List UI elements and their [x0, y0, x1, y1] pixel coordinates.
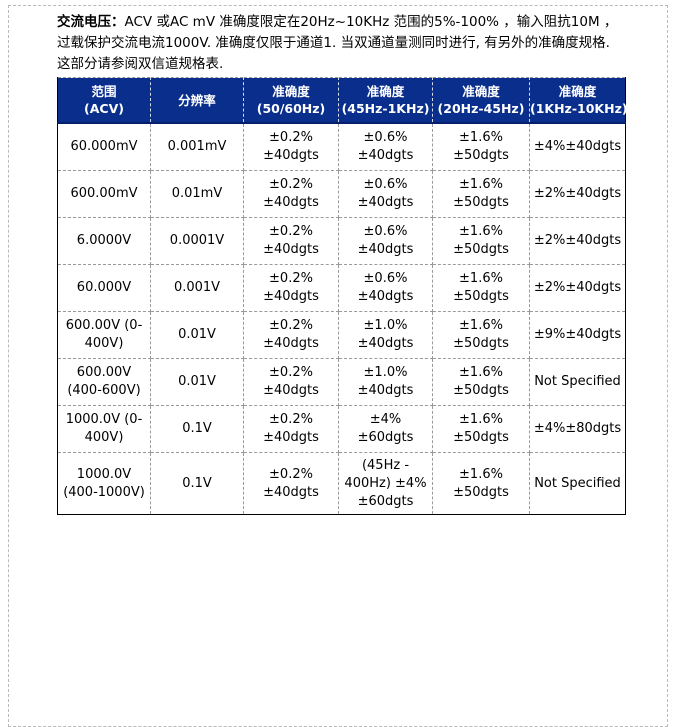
table-cell-accuracy: ±0.2% ±40dgts: [243, 452, 339, 515]
table-cell-resolution: 0.001V: [150, 264, 244, 312]
acv-spec-table: 范围 (ACV) 分辨率 准确度 (50/60Hz) 准确度 (45Hz-1KH…: [57, 77, 628, 515]
table-cell-accuracy: ±1.0% ±40dgts: [338, 358, 433, 406]
header-cell-resolution: 分辨率: [150, 77, 244, 124]
table-cell-accuracy: ±0.6% ±40dgts: [338, 264, 433, 312]
table-cell-range: 1000.0V (0-400V): [57, 405, 151, 453]
header-cell-accuracy-50-60hz: 准确度 (50/60Hz): [243, 77, 339, 124]
table-row: 1000.0V (400-1000V) 0.1V ±0.2% ±40dgts (…: [57, 452, 626, 515]
table-cell-accuracy: ±0.2% ±40dgts: [243, 358, 339, 406]
header-row: 范围 (ACV) 分辨率 准确度 (50/60Hz) 准确度 (45Hz-1KH…: [57, 77, 628, 124]
table-row: 600.00V (0-400V) 0.01V ±0.2% ±40dgts ±1.…: [57, 311, 626, 359]
intro-text: ACV 或AC mV 准确度限定在20Hz~10KHz 范围的5%-100% ，…: [57, 14, 618, 72]
table-cell-resolution: 0.0001V: [150, 217, 244, 265]
table-cell-accuracy: ±0.2% ±40dgts: [243, 264, 339, 312]
table-cell-accuracy: ±0.2% ±40dgts: [243, 405, 339, 453]
table-row: 6.0000V 0.0001V ±0.2% ±40dgts ±0.6% ±40d…: [57, 217, 626, 265]
table-cell-accuracy: ±1.6% ±50dgts: [432, 405, 530, 453]
table-cell-accuracy: ±0.6% ±40dgts: [338, 170, 433, 218]
header-cell-accuracy-1khz-10khz: 准确度 (1KHz-10KHz): [529, 77, 628, 124]
header-cell-accuracy-45hz-1khz: 准确度 (45Hz-1KHz): [338, 77, 433, 124]
table-cell-accuracy: ±2%±40dgts: [529, 170, 626, 218]
table-row: 600.00mV 0.01mV ±0.2% ±40dgts ±0.6% ±40d…: [57, 170, 626, 218]
table-cell-range: 60.000mV: [57, 122, 151, 171]
table-cell-range: 1000.0V (400-1000V): [57, 452, 151, 515]
table-row: 60.000mV 0.001mV ±0.2% ±40dgts ±0.6% ±40…: [57, 122, 626, 171]
table-cell-accuracy: (45Hz - 400Hz) ±4% ±60dgts: [338, 452, 433, 515]
table-row: 1000.0V (0-400V) 0.1V ±0.2% ±40dgts ±4%±…: [57, 405, 626, 453]
table-cell-accuracy: ±1.6% ±50dgts: [432, 217, 530, 265]
table-cell-accuracy: ±0.2% ±40dgts: [243, 311, 339, 359]
table-row: 60.000V 0.001V ±0.2% ±40dgts ±0.6% ±40dg…: [57, 264, 626, 312]
table-cell-range: 6.0000V: [57, 217, 151, 265]
table-cell-accuracy: ±4%±40dgts: [529, 122, 626, 171]
intro-label: 交流电压：: [57, 14, 125, 30]
table-cell-resolution: 0.001mV: [150, 122, 244, 171]
table-cell-accuracy: ±2%±40dgts: [529, 264, 626, 312]
table-cell-accuracy: ±1.6% ±50dgts: [432, 311, 530, 359]
content-area: 交流电压：ACV 或AC mV 准确度限定在20Hz~10KHz 范围的5%-1…: [57, 12, 628, 515]
table-cell-accuracy: ±0.2% ±40dgts: [243, 217, 339, 265]
table-cell-resolution: 0.1V: [150, 405, 244, 453]
table-cell-accuracy: ±4%±60dgts: [338, 405, 433, 453]
table-cell-accuracy: ±2%±40dgts: [529, 217, 626, 265]
table-cell-accuracy: Not Specified: [529, 358, 626, 406]
table-cell-accuracy: ±1.6% ±50dgts: [432, 264, 530, 312]
table-cell-range: 60.000V: [57, 264, 151, 312]
table-cell-resolution: 0.1V: [150, 452, 244, 515]
header-cell-range: 范围 (ACV): [57, 77, 151, 124]
table-cell-accuracy: ±0.6% ±40dgts: [338, 122, 433, 171]
intro-paragraph: 交流电压：ACV 或AC mV 准确度限定在20Hz~10KHz 范围的5%-1…: [57, 12, 623, 75]
table-cell-range: 600.00V (400-600V): [57, 358, 151, 406]
table-cell-resolution: 0.01V: [150, 358, 244, 406]
header-cell-accuracy-20hz-45hz: 准确度 (20Hz-45Hz): [432, 77, 530, 124]
table-cell-accuracy: ±1.6% ±50dgts: [432, 452, 530, 515]
table-cell-accuracy: ±4%±80dgts: [529, 405, 626, 453]
table-cell-accuracy: ±1.6% ±50dgts: [432, 122, 530, 171]
table-row: 600.00V (400-600V) 0.01V ±0.2% ±40dgts ±…: [57, 358, 626, 406]
table-cell-accuracy: Not Specified: [529, 452, 626, 515]
table-cell-range: 600.00V (0-400V): [57, 311, 151, 359]
table-cell-accuracy: ±9%±40dgts: [529, 311, 626, 359]
table-cell-accuracy: ±0.2% ±40dgts: [243, 170, 339, 218]
table-cell-accuracy: ±1.6% ±50dgts: [432, 358, 530, 406]
table-cell-accuracy: ±0.2% ±40dgts: [243, 122, 339, 171]
table-cell-resolution: 0.01V: [150, 311, 244, 359]
table-cell-accuracy: ±1.6% ±50dgts: [432, 170, 530, 218]
table-cell-range: 600.00mV: [57, 170, 151, 218]
table-cell-resolution: 0.01mV: [150, 170, 244, 218]
table-cell-accuracy: ±1.0% ±40dgts: [338, 311, 433, 359]
table-cell-accuracy: ±0.6% ±40dgts: [338, 217, 433, 265]
